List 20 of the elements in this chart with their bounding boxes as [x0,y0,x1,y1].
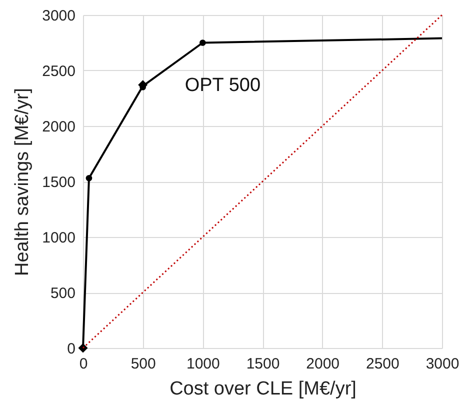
y-tick-label: 1500 [42,174,76,191]
x-tick-label: 1000 [186,356,220,372]
x-tick-label: 2000 [306,356,340,372]
x-axis-title: Cost over CLE [M€/yr] [170,378,356,400]
x-tick-label: 0 [79,356,88,372]
x-tick-label: 2500 [366,356,400,372]
y-tick-label: 500 [50,285,76,302]
point [200,40,206,46]
x-tick-label: 3000 [426,356,460,372]
y-tick-label: 2000 [42,118,76,136]
x-tick-label: 500 [130,356,156,372]
point [86,175,92,182]
point [78,343,88,353]
y-tick-label: 3000 [42,8,76,24]
y-tick-label: 2500 [42,63,76,80]
x-tick-label: 1500 [246,356,280,372]
y-axis-title: Health savings [M€/yr] [12,88,34,276]
y-tick-label: 0 [67,340,76,358]
annotation: OPT 500 [184,74,261,96]
y-tick-label: 1000 [42,230,76,246]
